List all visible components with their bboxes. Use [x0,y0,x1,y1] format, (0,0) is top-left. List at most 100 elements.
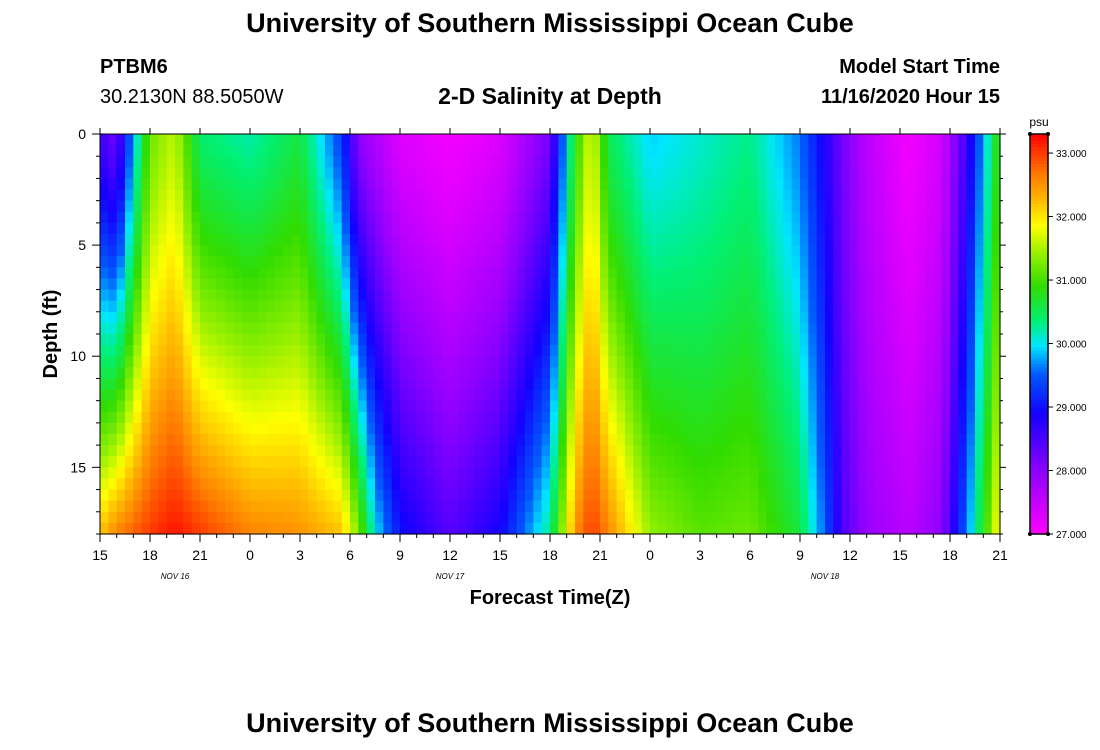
heatmap-cell [950,467,959,480]
heatmap-cell [175,200,184,213]
heatmap-cell [266,178,276,191]
heatmap-cell [791,267,801,280]
heatmap-cell [675,189,684,202]
heatmap-cell [358,178,368,191]
heatmap-cell [366,356,376,368]
heatmap-cell [958,522,968,535]
heatmap-cell [916,189,926,202]
heatmap-cell [266,300,276,313]
heatmap-cell [416,256,426,268]
heatmap-cell [183,322,193,335]
heatmap-cell [750,400,759,413]
heatmap-cell [116,189,126,202]
heatmap-cell [275,334,284,346]
heatmap-cell [933,500,943,513]
heatmap-cell [141,167,151,180]
heatmap-cell [875,145,884,157]
heatmap-cell [725,311,734,324]
heatmap-cell [266,356,276,368]
heatmap-cell [191,167,201,180]
heatmap-cell [308,222,318,235]
heatmap-cell [416,345,426,357]
heatmap-cell [100,145,109,157]
heatmap-cell [408,222,418,235]
heatmap-cell [591,378,601,391]
heatmap-cell [658,145,668,157]
heatmap-cell [575,278,584,291]
heatmap-cell [183,189,193,202]
heatmap-cell [575,400,584,413]
heatmap-cell [925,378,934,391]
heatmap-cell [491,356,501,368]
heatmap-cell [875,322,884,335]
colorbar-corner [1028,132,1032,136]
heatmap-cell [391,511,401,524]
heatmap-cell [558,156,568,168]
heatmap-cell [383,478,393,491]
heatmap-cell [408,278,418,291]
heatmap-cell [658,267,668,280]
heatmap-cell [983,289,993,302]
heatmap-cell [325,345,334,357]
heatmap-cell [350,311,359,324]
heatmap-cell [783,422,793,435]
heatmap-cell [400,178,409,191]
heatmap-cell [100,245,109,257]
heatmap-cell [325,167,334,180]
heatmap-cell [975,356,984,368]
heatmap-cell [483,156,493,168]
heatmap-cell [441,522,451,535]
heatmap-cell [633,156,643,168]
heatmap-cell [616,167,626,180]
heatmap-cell [225,311,234,324]
heatmap-cell [400,478,409,491]
heatmap-cell [341,434,351,446]
heatmap-cell [450,278,459,291]
heatmap-cell [116,278,126,291]
heatmap-cell [383,411,393,424]
heatmap-cell [983,145,993,157]
heatmap-cell [800,300,809,313]
heatmap-cell [108,400,118,413]
heatmap-cell [316,256,326,268]
heatmap-cell [633,178,643,191]
heatmap-cell [116,245,126,257]
heatmap-cell [833,289,843,302]
heatmap-cell [300,489,309,502]
heatmap-cell [375,289,384,302]
heatmap-cell [350,156,359,168]
heatmap-cell [741,411,751,424]
heatmap-cell [483,356,493,368]
heatmap-cell [183,378,193,391]
heatmap-cell [600,189,609,202]
heatmap-cell [308,378,318,391]
heatmap-cell [116,267,126,280]
heatmap-cell [525,200,534,213]
heatmap-cell [383,222,393,235]
heatmap-cell [275,456,284,468]
heatmap-cell [725,434,734,446]
heatmap-cell [833,211,843,224]
heatmap-cell [816,289,826,302]
heatmap-cell [108,334,118,346]
heatmap-cell [391,156,401,168]
colorbar-swatch [1030,410,1048,415]
heatmap-cell [975,211,984,224]
heatmap-cell [150,511,159,524]
heatmap-cell [125,278,134,291]
heatmap-cell [650,367,659,380]
heatmap-cell [391,345,401,357]
heatmap-cell [833,522,843,535]
heatmap-cell [550,367,559,380]
heatmap-cell [641,389,651,402]
heatmap-cell [116,156,126,168]
heatmap-cell [683,500,693,513]
heatmap-cell [800,145,809,157]
heatmap-cell [866,456,876,468]
heatmap-cell [875,278,884,291]
heatmap-cell [191,422,201,435]
heatmap-cell [883,222,893,235]
heatmap-cell [175,145,184,157]
heatmap-cell [808,422,818,435]
heatmap-cell [516,167,526,180]
